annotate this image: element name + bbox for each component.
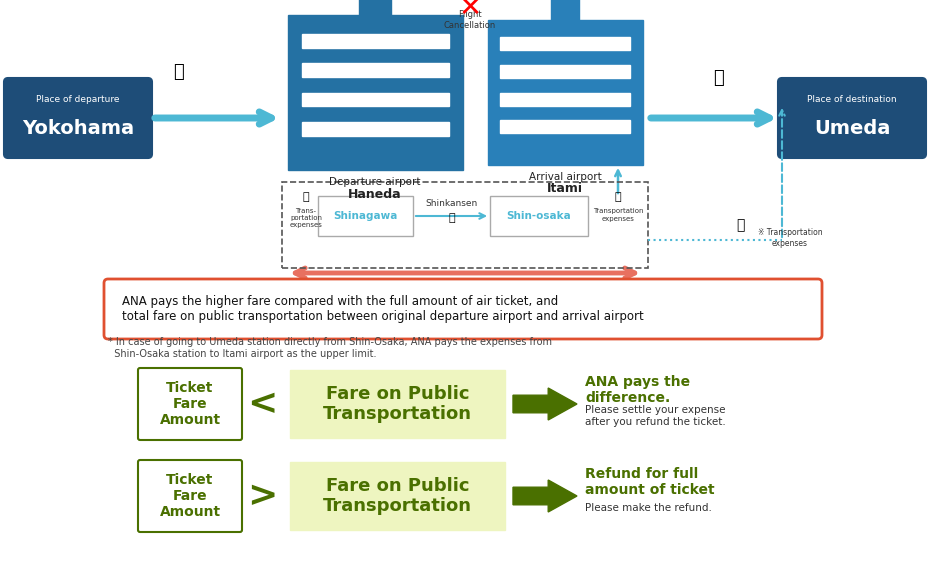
Bar <box>301 63 448 77</box>
Bar <box>282 182 648 268</box>
Text: 🚃: 🚃 <box>736 218 744 232</box>
Text: Shin-osaka: Shin-osaka <box>507 211 571 221</box>
Bar <box>301 122 448 136</box>
Bar <box>318 196 413 236</box>
Text: >: > <box>246 479 277 513</box>
Bar <box>287 15 462 170</box>
Bar <box>490 196 588 236</box>
Text: Flight
Cancellation: Flight Cancellation <box>444 10 496 30</box>
Text: Umeda: Umeda <box>814 118 890 137</box>
Text: Transportation
expenses: Transportation expenses <box>592 209 644 221</box>
Bar <box>500 37 631 51</box>
Text: * In case of going to Umeda station directly from Shin-Osaka, ANA pays the expen: * In case of going to Umeda station dire… <box>108 337 552 359</box>
Bar <box>290 370 505 438</box>
Text: Please settle your expense
after you refund the ticket.: Please settle your expense after you ref… <box>585 405 725 427</box>
Text: Fare on Public
Transportation: Fare on Public Transportation <box>323 477 472 515</box>
Bar <box>500 120 631 133</box>
Text: 🚌: 🚌 <box>173 63 183 81</box>
Text: Place of departure: Place of departure <box>36 94 120 103</box>
Text: Departure airport: Departure airport <box>329 177 420 187</box>
Text: ※ Transportation
expenses: ※ Transportation expenses <box>758 228 822 248</box>
Text: Shinagawa: Shinagawa <box>333 211 398 221</box>
Text: ✕: ✕ <box>458 0 482 22</box>
FancyBboxPatch shape <box>138 460 242 532</box>
Text: <: < <box>246 387 277 421</box>
Text: Arrival airport: Arrival airport <box>528 172 602 182</box>
Bar <box>500 93 631 106</box>
Polygon shape <box>513 388 577 420</box>
Text: Shinkansen: Shinkansen <box>425 200 478 209</box>
Text: Yokohama: Yokohama <box>22 118 134 137</box>
Text: Ticket
Fare
Amount: Ticket Fare Amount <box>159 473 220 519</box>
Text: Haneda: Haneda <box>348 187 402 201</box>
Bar <box>290 462 505 530</box>
Text: 🚌: 🚌 <box>615 192 621 202</box>
Text: Itami: Itami <box>547 182 583 196</box>
Bar <box>500 65 631 78</box>
Text: Ticket
Fare
Amount: Ticket Fare Amount <box>159 381 220 427</box>
Bar <box>487 20 643 165</box>
Text: ANA pays the higher fare compared with the full amount of air ticket, and
total : ANA pays the higher fare compared with t… <box>122 295 644 323</box>
Text: Place of destination: Place of destination <box>807 94 897 103</box>
Text: Please make the refund.: Please make the refund. <box>585 503 711 513</box>
Bar <box>359 0 391 15</box>
FancyBboxPatch shape <box>138 368 242 440</box>
FancyBboxPatch shape <box>104 279 822 339</box>
FancyBboxPatch shape <box>4 78 152 158</box>
Text: 🚄: 🚄 <box>448 213 455 223</box>
Polygon shape <box>513 480 577 512</box>
Text: Fare on Public
Transportation: Fare on Public Transportation <box>323 385 472 423</box>
FancyBboxPatch shape <box>778 78 926 158</box>
Text: 🚌: 🚌 <box>302 192 310 202</box>
Text: ANA pays the
difference.: ANA pays the difference. <box>585 375 690 405</box>
Bar <box>301 33 448 48</box>
Text: Trans-
portation
expenses: Trans- portation expenses <box>289 208 323 228</box>
Text: 🚃: 🚃 <box>712 69 724 87</box>
Bar <box>551 0 579 20</box>
Text: Refund for full
amount of ticket: Refund for full amount of ticket <box>585 467 714 497</box>
Bar <box>301 93 448 106</box>
